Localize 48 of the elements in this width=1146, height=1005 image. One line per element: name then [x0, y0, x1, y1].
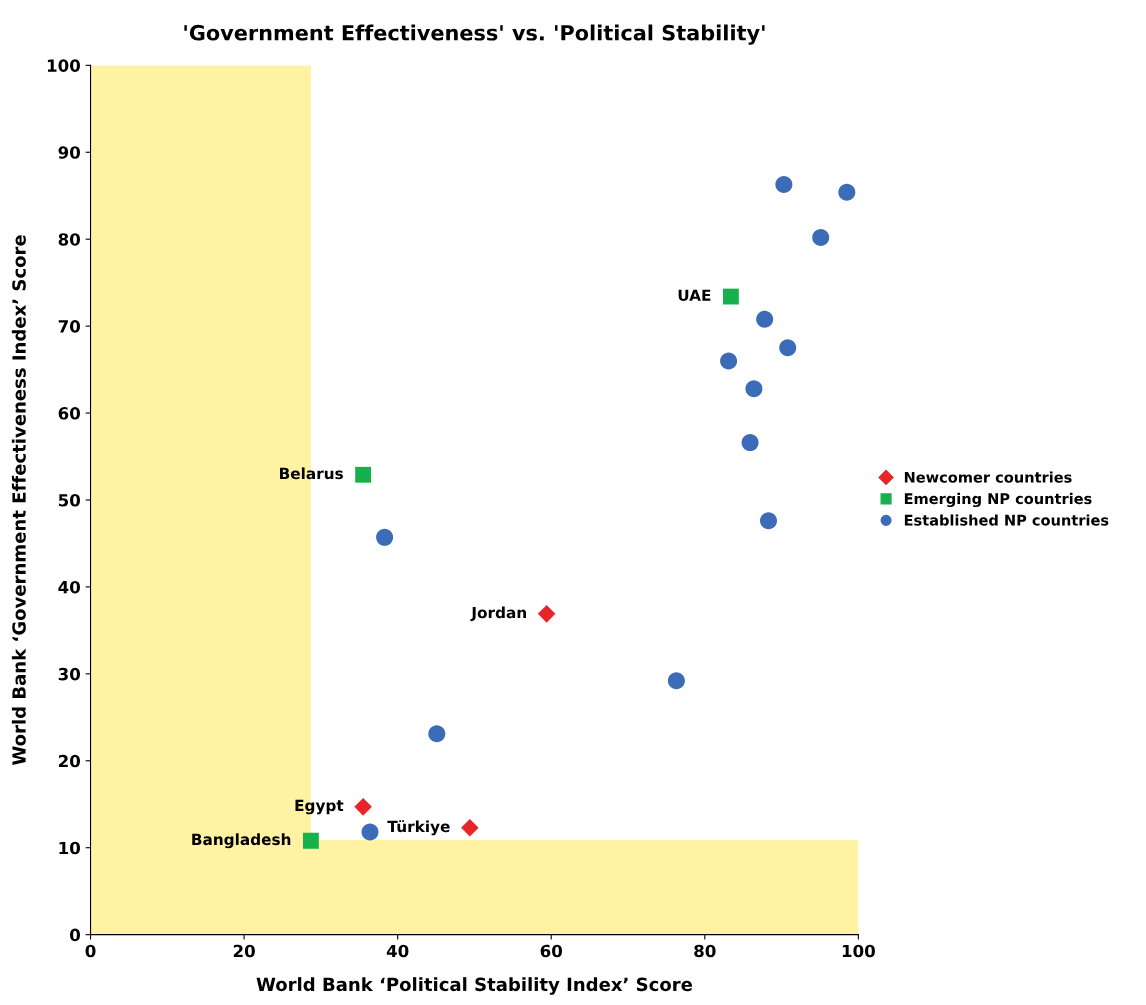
point: [812, 228, 830, 246]
annotation: Belarus: [280, 467, 343, 480]
point: [722, 288, 739, 305]
point: [745, 380, 763, 398]
y-tick-label: 20: [58, 754, 81, 768]
point: [361, 823, 379, 841]
y-axis-title: World Bank ‘Government Effectiveness Index’ Score: [11, 235, 26, 766]
y-tick-label: 50: [58, 493, 81, 507]
annotation: Bangladesh: [192, 833, 291, 849]
point: [302, 832, 319, 849]
point: [355, 466, 372, 483]
x-tick-label: 100: [842, 944, 875, 958]
x-tick-label: 80: [694, 944, 716, 958]
legend-label: Emerging NP countries: [904, 492, 1092, 508]
y-tick-label: 30: [58, 667, 81, 681]
point: [775, 175, 793, 193]
y-tick-label: 10: [59, 841, 81, 855]
point: [667, 672, 685, 690]
y-tick-label: 60: [58, 407, 81, 420]
y-tick-label: 40: [58, 580, 81, 594]
chart-title: 'Government Effectiveness' vs. 'Political Stability': [184, 24, 765, 45]
x-tick-label: 60: [540, 944, 563, 958]
point: [741, 434, 759, 452]
point: [354, 798, 372, 816]
point: [838, 183, 856, 201]
legend-label: Newcomer countries: [904, 471, 1072, 483]
y-tick-label: 90: [58, 146, 81, 159]
x-tick-label: 40: [386, 944, 409, 958]
point: [428, 725, 446, 743]
y-tick-label: 80: [58, 233, 81, 246]
point: [779, 339, 797, 357]
y-tick-label: 70: [58, 320, 81, 333]
y-tick-label: 0: [70, 928, 81, 942]
point: [756, 310, 774, 328]
point: [760, 512, 778, 530]
point: [537, 605, 556, 623]
point: [461, 818, 479, 837]
annotation: Egypt: [295, 799, 344, 815]
x-axis-title: World Bank ‘Political Stability Index’ Score: [256, 977, 693, 995]
legend-label: Established NP countries: [904, 514, 1109, 526]
annotation: UAE: [678, 289, 711, 301]
x-tick-label: 20: [233, 944, 255, 958]
point: [720, 352, 738, 370]
annotation: Jordan: [470, 606, 526, 622]
annotation: Türkiye: [387, 820, 450, 836]
x-tick-label: 0: [85, 944, 96, 958]
y-tick-label: 100: [47, 59, 81, 72]
point: [376, 528, 394, 546]
